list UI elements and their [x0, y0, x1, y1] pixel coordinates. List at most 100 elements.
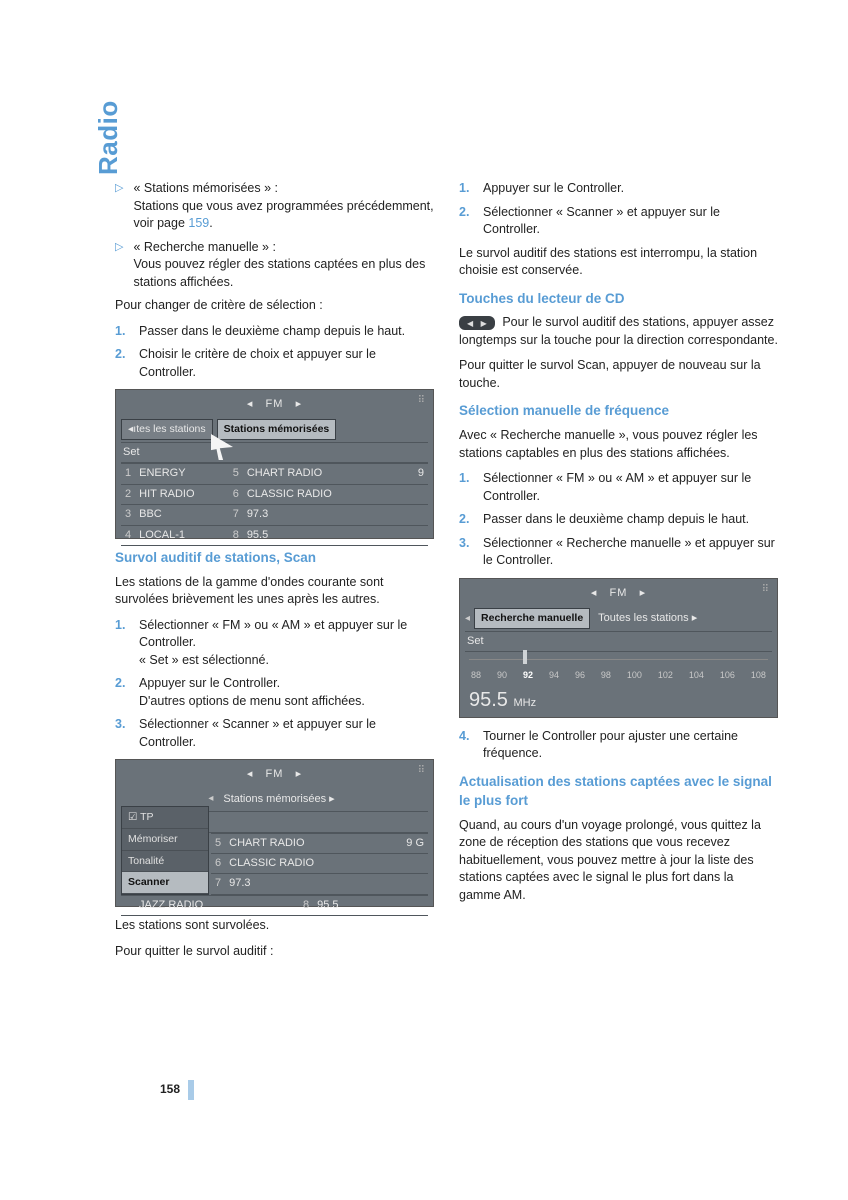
heading-cd: Touches du lecteur de CD — [459, 290, 778, 309]
scr-tab-selected: Stations mémorisées — [217, 419, 337, 440]
section-title: Radio — [90, 100, 126, 175]
tuner-needle-icon — [523, 650, 527, 664]
list-item: 1. Sélectionner « FM » ou « AM » et appu… — [459, 470, 778, 505]
page-marker-icon — [188, 1080, 194, 1100]
ui-screenshot-manual-freq: ⠿ ◂ FM ▸ ◂ Recherche manuelle Toutes les… — [459, 578, 778, 718]
scr-frequency-display: 95.5 MHz — [465, 684, 772, 714]
list-item: 1. Appuyer sur le Controller. — [459, 180, 778, 198]
cd-seek-button-icon: ◀ ▶ — [459, 316, 495, 331]
paragraph: Les stations sont survolées. — [115, 917, 434, 935]
step-number: 3. — [459, 535, 473, 570]
scr-band-bar: ◂ FM ▸ — [465, 584, 772, 606]
step-text: Tourner le Controller pour ajuster une c… — [483, 728, 778, 763]
list-item: 1. Sélectionner « FM » ou « AM » et appu… — [115, 617, 434, 670]
scale-tick: 106 — [720, 669, 735, 682]
heading-update: Actualisation des stations captées avec … — [459, 773, 778, 811]
list-item: 2. Choisir le critère de choix et appuye… — [115, 346, 434, 381]
scale-tick: 104 — [689, 669, 704, 682]
step-text: Sélectionner « FM » ou « AM » et appuyer… — [139, 617, 434, 670]
table-row: 797.3 — [211, 874, 428, 894]
paragraph: Quand, au cours d'un voyage prolongé, vo… — [459, 817, 778, 905]
scale-tick: 94 — [549, 669, 559, 682]
scale-tick: 98 — [601, 669, 611, 682]
step-text: Sélectionner « Recherche manuelle » et a… — [483, 535, 778, 570]
scale-tick: 108 — [751, 669, 766, 682]
paragraph: Pour quitter le survol Scan, appuyer de … — [459, 357, 778, 392]
bullet-text: Stations que vous avez programmées précé… — [133, 198, 434, 233]
step-number: 2. — [115, 675, 129, 710]
page-content: ▷ « Stations mémorisées » : Stations que… — [0, 0, 848, 1028]
scale-tick: 102 — [658, 669, 673, 682]
page-number: 158 — [160, 1080, 194, 1100]
heading-manual: Sélection manuelle de fréquence — [459, 402, 778, 421]
scale-tick: 100 — [627, 669, 642, 682]
step-text: Appuyer sur le Controller. — [483, 180, 778, 198]
heading-scan: Survol auditif de stations, Scan — [115, 549, 434, 568]
nav-dots-icon: ⠿ — [762, 583, 769, 597]
scr-station-table: JAZZ RADIO895.5 — [121, 895, 428, 916]
step-text: Sélectionner « FM » ou « AM » et appuyer… — [483, 470, 778, 505]
scr-band-bar: ◂ FM ▸ — [121, 395, 428, 417]
scr-set-label: Set — [121, 443, 428, 463]
step-number: 4. — [459, 728, 473, 763]
scr-tab-label: Toutes les stations ▸ — [594, 609, 701, 628]
nav-dots-icon: ⠿ — [418, 764, 425, 778]
menu-item: Mémoriser — [122, 829, 208, 851]
table-row: 6CLASSIC RADIO — [211, 853, 428, 873]
step-text: Appuyer sur le Controller. D'autres opti… — [139, 675, 434, 710]
scr-station-table: 5CHART RADIO9 G 6CLASSIC RADIO 797.3 — [211, 833, 428, 895]
bullet-text: Vous pouvez régler des stations captées … — [133, 256, 434, 291]
step-number: 1. — [459, 470, 473, 505]
table-row: 5CHART RADIO9 G — [211, 833, 428, 853]
list-item: 3. Sélectionner « Recherche manuelle » e… — [459, 535, 778, 570]
scr-context-menu: ☑ TP Mémoriser Tonalité Scanner — [121, 806, 209, 895]
scale-tick: 92 — [523, 669, 533, 682]
scale-tick: 96 — [575, 669, 585, 682]
paragraph: ◀ ▶ Pour le survol auditif des stations,… — [459, 314, 778, 349]
table-row: 3BBC797.3 — [121, 505, 428, 525]
menu-item: Tonalité — [122, 851, 208, 873]
ui-screenshot-scanner: ⠿ ◂ FM ▸ ◂ Stations mémorisées ▸ Set 5CH… — [115, 759, 434, 907]
list-item: 3. Sélectionner « Scanner » et appuyer s… — [115, 716, 434, 751]
scale-tick: 88 — [471, 669, 481, 682]
scale-tick: 90 — [497, 669, 507, 682]
ui-screenshot-stations: ⠿ ◂ FM ▸ ◂ıtes les stations Stations mém… — [115, 389, 434, 539]
triangle-icon: ▷ — [115, 239, 123, 292]
step-number: 1. — [115, 617, 129, 670]
step-number: 2. — [459, 204, 473, 239]
step-number: 1. — [115, 323, 129, 341]
table-row: 2HIT RADIO6CLASSIC RADIO — [121, 484, 428, 504]
chevron-left-icon: ◂ — [465, 612, 470, 626]
page-reference[interactable]: 159 — [188, 216, 209, 230]
scr-station-table: 1ENERGY5CHART RADIO9 2HIT RADIO6CLASSIC … — [121, 463, 428, 546]
step-text: Passer dans le deuxième champ depuis le … — [483, 511, 778, 529]
menu-item-selected: Scanner — [122, 872, 208, 894]
list-item: 1. Passer dans le deuxième champ depuis … — [115, 323, 434, 341]
bullet-title: « Recherche manuelle » : — [133, 239, 434, 257]
step-number: 2. — [459, 511, 473, 529]
paragraph: Le survol auditif des stations est inter… — [459, 245, 778, 280]
scr-tab: ◂ıtes les stations — [121, 419, 213, 440]
bullet-title: « Stations mémorisées » : — [133, 180, 434, 198]
step-text: Choisir le critère de choix et appuyer s… — [139, 346, 434, 381]
list-item: 2. Sélectionner « Scanner » et appuyer s… — [459, 204, 778, 239]
list-item: 2. Appuyer sur le Controller. D'autres o… — [115, 675, 434, 710]
scr-frequency-scale: 88 90 92 94 96 98 100 102 104 106 108 — [465, 652, 772, 684]
step-text: Sélectionner « Scanner » et appuyer sur … — [483, 204, 778, 239]
step-number: 1. — [459, 180, 473, 198]
left-column: ▷ « Stations mémorisées » : Stations que… — [115, 180, 434, 968]
paragraph: Les stations de la gamme d'ondes courant… — [115, 574, 434, 609]
nav-dots-icon: ⠿ — [418, 394, 425, 408]
bullet-item: ▷ « Recherche manuelle » : Vous pouvez r… — [115, 239, 434, 292]
chevron-left-icon: ◂ — [208, 792, 213, 806]
paragraph: Avec « Recherche manuelle », vous pouvez… — [459, 427, 778, 462]
triangle-icon: ▷ — [115, 180, 123, 233]
right-column: 1. Appuyer sur le Controller. 2. Sélecti… — [459, 180, 778, 968]
table-row: 1ENERGY5CHART RADIO9 — [121, 464, 428, 484]
list-item: 2. Passer dans le deuxième champ depuis … — [459, 511, 778, 529]
paragraph: Pour quitter le survol auditif : — [115, 943, 434, 961]
step-number: 2. — [115, 346, 129, 381]
bullet-item: ▷ « Stations mémorisées » : Stations que… — [115, 180, 434, 233]
table-row: 4LOCAL-1895.5 — [121, 525, 428, 545]
table-row: JAZZ RADIO895.5 — [121, 895, 428, 915]
